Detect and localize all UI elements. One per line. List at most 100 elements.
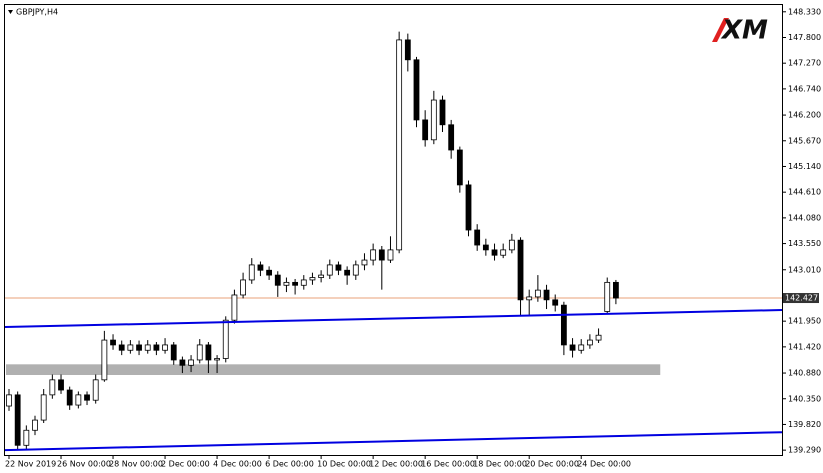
y-tick-label: 141.420 [788, 342, 821, 351]
chart-title: GBPJPY,H4 [16, 8, 58, 17]
x-tick-label: 24 Dec 00:00 [577, 460, 631, 469]
candle-body [110, 339, 116, 346]
candle-body [370, 249, 377, 261]
candle-body [491, 249, 498, 256]
candle-body [292, 281, 299, 286]
y-tick-label: 145.140 [788, 162, 821, 171]
candle-body [240, 279, 246, 296]
candle-body [257, 264, 264, 271]
candle-body [309, 277, 316, 281]
y-tick-label: 148.330 [788, 7, 821, 16]
candle-body [361, 259, 368, 266]
candle-body [23, 429, 30, 446]
trendline [4, 309, 783, 328]
candle-body [283, 281, 290, 286]
candle-body [248, 264, 255, 281]
candle-body [543, 289, 550, 301]
candle-body [300, 279, 307, 286]
candle-body [534, 289, 541, 298]
x-tick-label: 12 Dec 00:00 [369, 460, 423, 469]
logo-slash [712, 18, 729, 42]
candle-body [439, 99, 446, 126]
x-tick-label: 10 Dec 00:00 [317, 460, 371, 469]
x-tick-label: 28 Nov 00:00 [109, 460, 163, 469]
y-tick-label: 147.270 [788, 59, 821, 68]
candle-body [586, 339, 593, 346]
candle-body [456, 149, 463, 186]
candle-body [92, 379, 99, 401]
candle-body [578, 344, 585, 351]
x-tick-label: 6 Dec 00:00 [265, 460, 314, 469]
candle-body [448, 124, 455, 151]
candle-body [231, 294, 238, 321]
last-price-box [783, 293, 819, 304]
candle-body [500, 249, 507, 256]
candle-body [318, 274, 325, 278]
candle-body [84, 394, 90, 401]
candle-body [552, 299, 559, 306]
candle-body [127, 344, 134, 351]
x-tick-label: 2 Dec 00:00 [161, 460, 210, 469]
candle-body [413, 59, 420, 121]
candle-body [613, 281, 619, 299]
last-price-label: 142.427 [785, 294, 818, 303]
x-tick-label: 18 Dec 00:00 [473, 460, 527, 469]
candle-body [482, 244, 489, 251]
y-tick-label: 143.550 [788, 239, 821, 248]
y-tick-label: 140.350 [788, 394, 821, 403]
candle-body [32, 419, 38, 431]
y-tick-label: 139.290 [788, 446, 821, 455]
candle-body [517, 239, 524, 301]
candle-body [153, 344, 160, 351]
candle-body [396, 39, 403, 251]
candle-body [387, 249, 394, 261]
candle-body [136, 344, 142, 351]
candle-body [508, 239, 515, 251]
candle-body [6, 394, 12, 407]
candle-body [344, 269, 351, 276]
y-tick-label: 146.200 [788, 111, 821, 120]
candle-body [170, 344, 177, 361]
candle-body [58, 379, 64, 391]
candle-body [326, 264, 333, 276]
candle-body [352, 264, 359, 276]
x-tick-label: 4 Dec 00:00 [213, 460, 262, 469]
x-tick-label: 22 Nov 2019 [5, 460, 56, 469]
candle-body [526, 296, 533, 301]
candle-body [222, 319, 229, 359]
candle-body [40, 394, 47, 421]
candle-body [196, 344, 203, 361]
y-tick-label: 139.820 [788, 420, 821, 429]
candle-body [266, 269, 273, 276]
y-tick-label: 144.080 [788, 213, 821, 222]
title-arrow [8, 10, 13, 14]
candle-body [179, 359, 186, 366]
candle-body [214, 358, 220, 361]
candle-body [75, 394, 82, 406]
candle-body [560, 304, 567, 346]
y-tick-label: 145.670 [788, 136, 821, 145]
candle-body [422, 119, 429, 141]
candle-body [604, 281, 611, 312]
candle-body [335, 264, 342, 271]
candle-body [162, 344, 168, 351]
candle-body [66, 389, 73, 406]
candle-body [144, 344, 151, 351]
candle-body [378, 249, 385, 261]
zone [6, 364, 661, 375]
candle-body [595, 334, 602, 341]
x-tick-label: 16 Dec 00:00 [421, 460, 475, 469]
y-tick-label: 146.740 [788, 84, 821, 93]
x-tick-label: 26 Nov 00:00 [57, 460, 111, 469]
x-tick-label: 20 Dec 00:00 [525, 460, 579, 469]
y-tick-label: 147.800 [788, 33, 821, 42]
candle-body [188, 359, 194, 366]
candle-body [14, 394, 21, 446]
logo: XM [712, 16, 768, 46]
candle-body [404, 39, 411, 61]
candle-body [569, 344, 576, 351]
trendline [4, 431, 783, 452]
candle-body [118, 344, 125, 351]
y-tick-label: 143.010 [788, 265, 821, 274]
